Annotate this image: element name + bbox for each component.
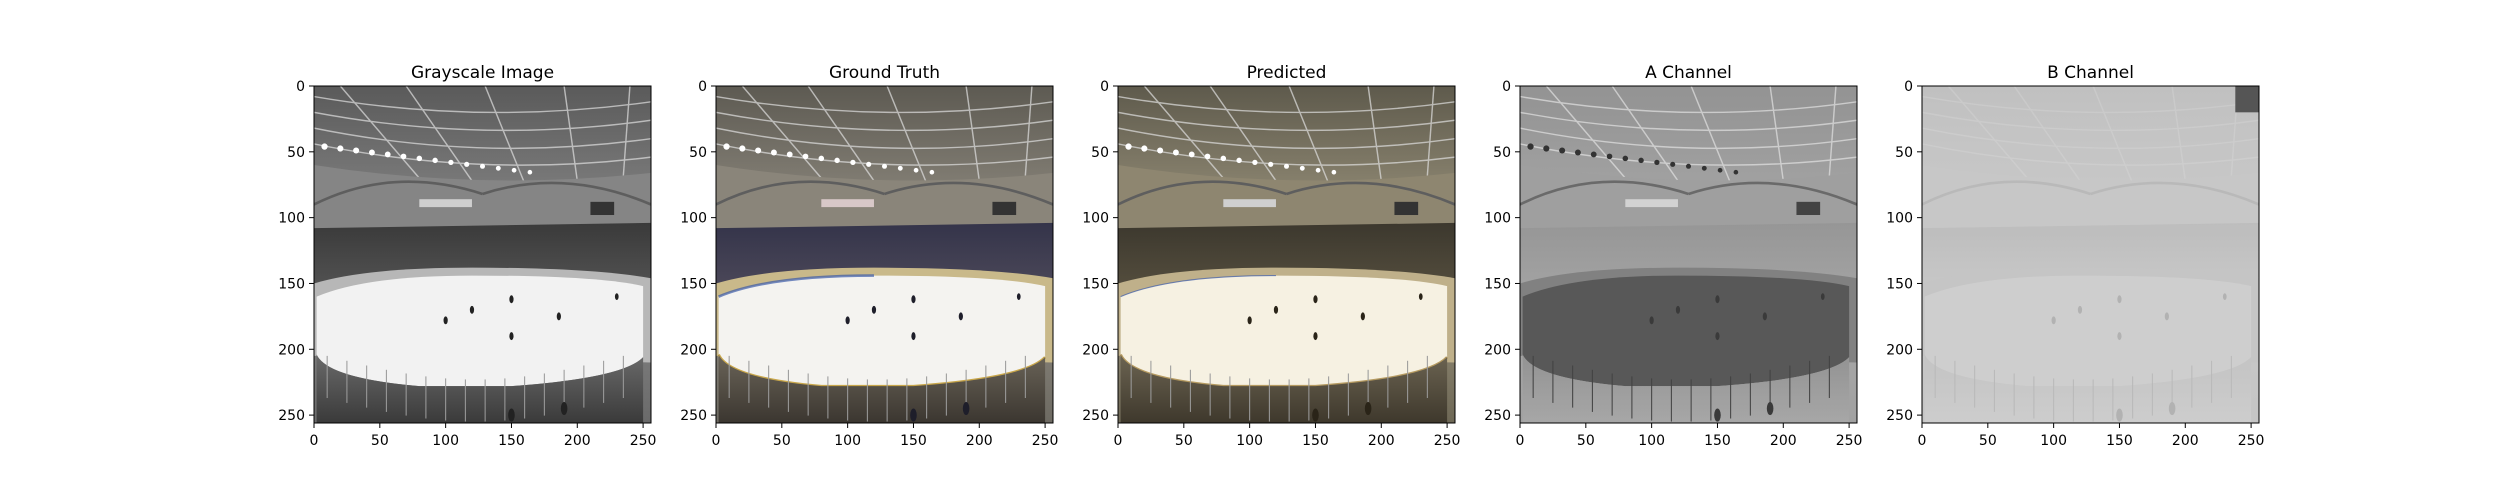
axes-frame bbox=[1117, 85, 1456, 424]
panel-title: Predicted bbox=[1247, 63, 1327, 83]
x-tick-label: 150 bbox=[1302, 433, 1329, 449]
x-tick-label: 200 bbox=[564, 433, 591, 449]
x-tick-label: 250 bbox=[1434, 433, 1461, 449]
x-tick-label: 0 bbox=[1114, 433, 1123, 449]
x-tick-label: 0 bbox=[310, 433, 319, 449]
x-tick-label: 50 bbox=[1979, 433, 1997, 449]
y-tick-label: 50 bbox=[689, 145, 707, 161]
y-tick-label: 250 bbox=[1886, 408, 1913, 424]
y-tick-label: 50 bbox=[1091, 145, 1109, 161]
y-tick-label: 200 bbox=[1886, 342, 1913, 358]
y-tick-label: 250 bbox=[278, 408, 305, 424]
x-tick-label: 200 bbox=[966, 433, 993, 449]
panel-image bbox=[314, 86, 651, 423]
y-tick-label: 200 bbox=[1484, 342, 1511, 358]
y-tick-label: 0 bbox=[1502, 79, 1511, 95]
y-tick-label: 50 bbox=[287, 145, 305, 161]
x-tick-label: 50 bbox=[371, 433, 389, 449]
x-tick-label: 200 bbox=[1770, 433, 1797, 449]
y-tick-label: 250 bbox=[680, 408, 707, 424]
x-tick-label: 50 bbox=[1175, 433, 1193, 449]
x-tick-label: 50 bbox=[1577, 433, 1595, 449]
x-tick-label: 100 bbox=[2040, 433, 2067, 449]
x-tick-label: 150 bbox=[900, 433, 927, 449]
y-tick-label: 150 bbox=[1082, 276, 1109, 292]
y-tick-label: 100 bbox=[680, 211, 707, 227]
y-tick-label: 100 bbox=[278, 211, 305, 227]
x-tick-label: 150 bbox=[2106, 433, 2133, 449]
panel-pred: Predicted 0 50 100 150 200 250 0 50 100 150 200 250 bbox=[1082, 63, 1460, 449]
x-tick-label: 200 bbox=[2172, 433, 2199, 449]
y-tick-label: 200 bbox=[278, 342, 305, 358]
x-tick-label: 150 bbox=[498, 433, 525, 449]
panel-title: Grayscale Image bbox=[411, 63, 554, 83]
panel-image bbox=[716, 86, 1053, 423]
y-tick-label: 150 bbox=[1484, 276, 1511, 292]
x-tick-label: 100 bbox=[432, 433, 459, 449]
y-tick-label: 0 bbox=[1904, 79, 1913, 95]
y-tick-label: 0 bbox=[1100, 79, 1109, 95]
x-tick-label: 100 bbox=[1638, 433, 1665, 449]
x-tick-label: 200 bbox=[1368, 433, 1395, 449]
y-tick-label: 200 bbox=[680, 342, 707, 358]
y-tick-label: 150 bbox=[1886, 276, 1913, 292]
y-tick-label: 200 bbox=[1082, 342, 1109, 358]
panel-image bbox=[1520, 86, 1857, 423]
axes-frame bbox=[313, 85, 652, 424]
y-tick-label: 0 bbox=[296, 79, 305, 95]
x-tick-label: 100 bbox=[1236, 433, 1263, 449]
axes-frame bbox=[1519, 85, 1858, 424]
y-tick-label: 100 bbox=[1082, 211, 1109, 227]
panel-image bbox=[1922, 86, 2259, 423]
x-tick-label: 0 bbox=[1516, 433, 1525, 449]
axes-frame bbox=[1921, 85, 2260, 424]
y-tick-label: 100 bbox=[1886, 211, 1913, 227]
panel-b: B Channel 0 50 100 150 200 250 0 50 100 150 200 250 bbox=[1886, 63, 2264, 449]
x-tick-label: 150 bbox=[1704, 433, 1731, 449]
x-tick-label: 50 bbox=[773, 433, 791, 449]
x-tick-label: 250 bbox=[2238, 433, 2265, 449]
y-tick-label: 250 bbox=[1082, 408, 1109, 424]
panel-title: A Channel bbox=[1645, 63, 1732, 83]
y-tick-label: 250 bbox=[1484, 408, 1511, 424]
axes-frame bbox=[715, 85, 1054, 424]
panel-gray: Grayscale Image 0 50 100 150 200 250 0 50 100 150 2… bbox=[278, 63, 656, 449]
panel-a: A Channel 0 50 100 150 200 250 0 50 100 150 200 250 bbox=[1484, 63, 1862, 449]
y-tick-label: 150 bbox=[680, 276, 707, 292]
x-tick-label: 250 bbox=[1032, 433, 1059, 449]
y-tick-label: 50 bbox=[1895, 145, 1913, 161]
x-tick-label: 0 bbox=[712, 433, 721, 449]
x-tick-label: 0 bbox=[1918, 433, 1927, 449]
x-tick-label: 250 bbox=[630, 433, 657, 449]
panel-title: Ground Truth bbox=[829, 63, 940, 83]
y-tick-label: 50 bbox=[1493, 145, 1511, 161]
y-tick-label: 150 bbox=[278, 276, 305, 292]
x-tick-label: 100 bbox=[834, 433, 861, 449]
panel-truth: Ground Truth 0 50 100 150 200 250 0 50 100 150 200 2… bbox=[680, 63, 1058, 449]
x-tick-label: 250 bbox=[1836, 433, 1863, 449]
y-tick-label: 0 bbox=[698, 79, 707, 95]
y-tick-label: 100 bbox=[1484, 211, 1511, 227]
panel-title: B Channel bbox=[2047, 63, 2134, 83]
panel-image bbox=[1118, 86, 1455, 423]
